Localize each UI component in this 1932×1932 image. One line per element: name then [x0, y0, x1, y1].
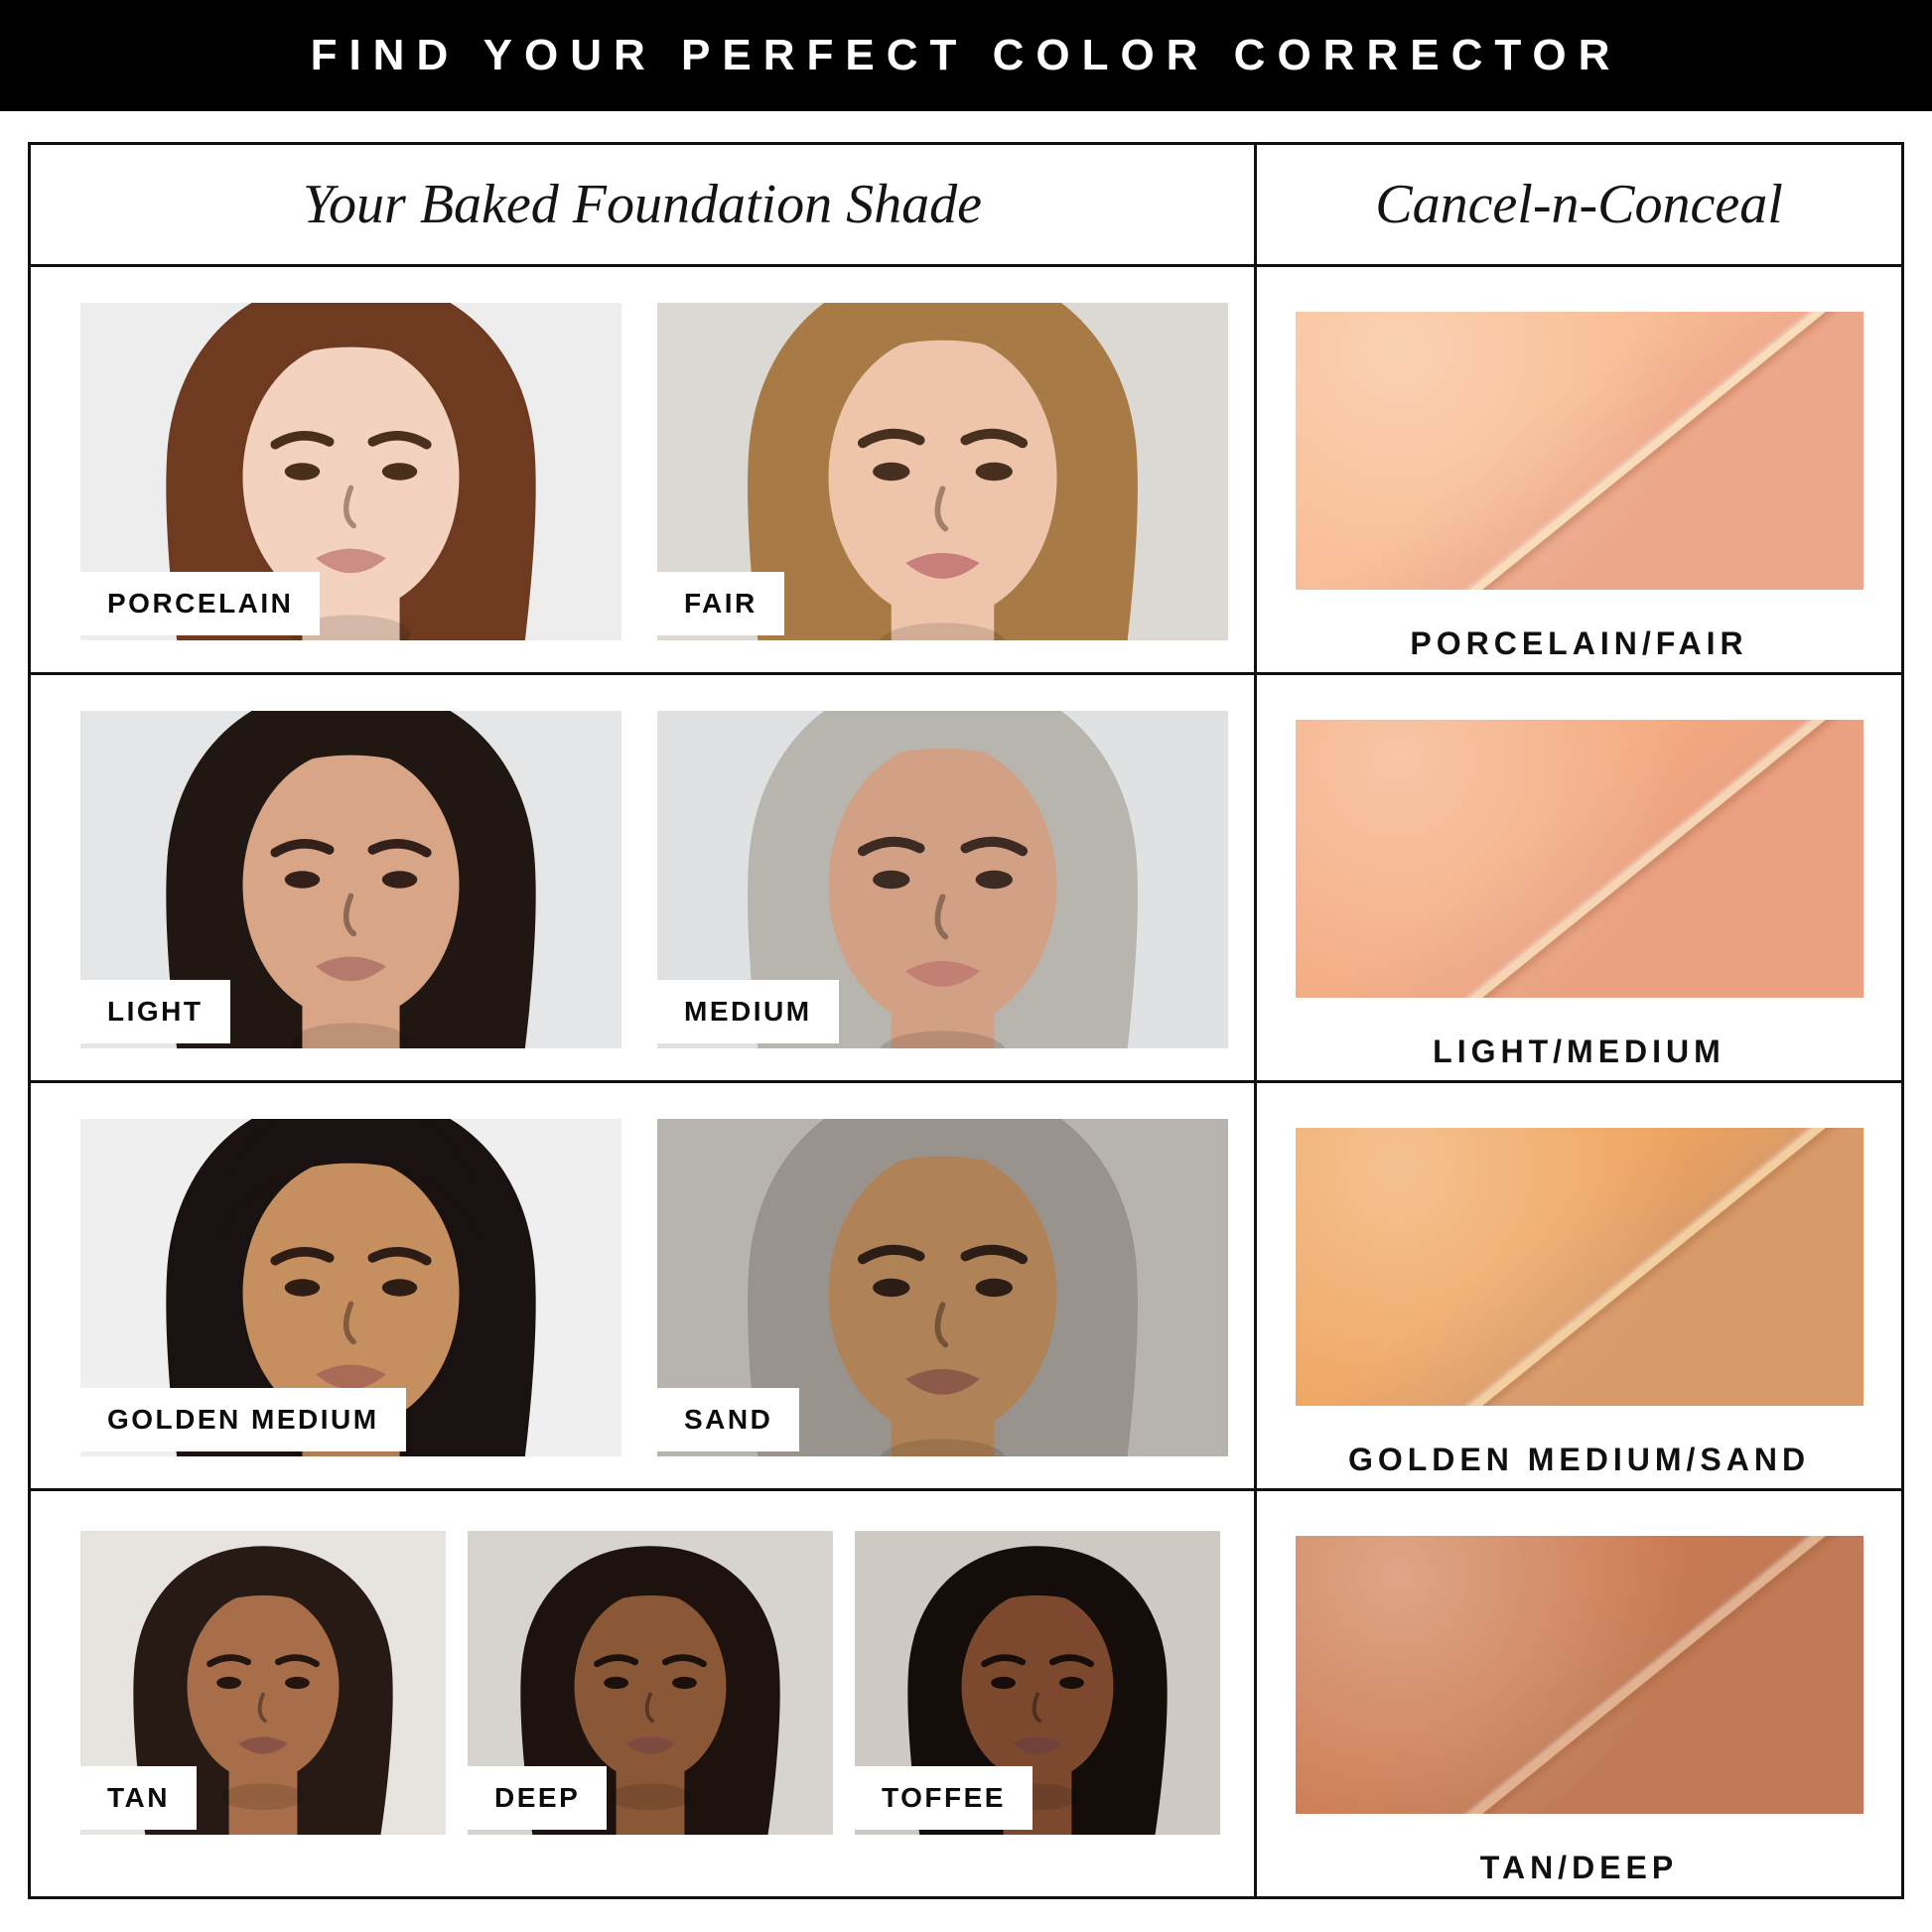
corrector-shade-label: PORCELAIN/FAIR — [1410, 625, 1748, 661]
foundation-cell: PORCELAIN FAIR — [31, 267, 1257, 672]
shade-label-chip: TAN — [80, 1766, 197, 1830]
shade-label-chip: FAIR — [657, 572, 784, 635]
corrector-cell: TAN/DEEP — [1257, 1491, 1901, 1896]
corrector-shade-label: GOLDEN MEDIUM/SAND — [1347, 1442, 1811, 1477]
shade-label-chip: GOLDEN MEDIUM — [80, 1388, 406, 1451]
model-photo-golden-medium: GOLDEN MEDIUM — [80, 1119, 621, 1456]
foundation-column-header: Your Baked Foundation Shade — [303, 174, 982, 235]
corrector-cell: GOLDEN MEDIUM/SAND — [1257, 1083, 1901, 1488]
corrector-shade-label: TAN/DEEP — [1479, 1850, 1679, 1885]
swatch-smear-line — [1402, 720, 1863, 998]
title-bar: FIND YOUR PERFECT COLOR CORRECTOR — [0, 0, 1932, 111]
photo-group: TAN DEEP TOFFEE — [31, 1491, 1254, 1835]
photo-group: GOLDEN MEDIUM SAND — [31, 1083, 1254, 1456]
shade-label-chip: DEEP — [468, 1766, 608, 1830]
corrector-swatch-tan-deep — [1295, 1536, 1863, 1814]
corrector-column-header: Cancel-n-Conceal — [1375, 174, 1783, 235]
corrector-shade-label: LIGHT/MEDIUM — [1433, 1034, 1725, 1069]
model-photo-toffee: TOFFEE — [855, 1531, 1220, 1835]
model-photo-medium: MEDIUM — [657, 711, 1228, 1048]
model-photo-deep: DEEP — [468, 1531, 833, 1835]
swatch-smear-line — [1402, 312, 1863, 590]
table-row-light-medium: LIGHT MEDIUM LIGHT/MEDIUM — [31, 672, 1901, 1080]
photo-group: PORCELAIN FAIR — [31, 267, 1254, 640]
shade-label-chip: TOFFEE — [855, 1766, 1033, 1830]
corrector-cell: PORCELAIN/FAIR — [1257, 267, 1901, 672]
foundation-cell: LIGHT MEDIUM — [31, 675, 1257, 1080]
table-row-porcelain-fair: PORCELAIN FAIR PORCELAIN/FAIR — [31, 264, 1901, 672]
shade-label-chip: MEDIUM — [657, 980, 839, 1043]
shade-label-chip: LIGHT — [80, 980, 230, 1043]
shade-label-chip: SAND — [657, 1388, 800, 1451]
foundation-cell: TAN DEEP TOFFEE — [31, 1491, 1257, 1896]
model-photo-porcelain: PORCELAIN — [80, 303, 621, 640]
model-photo-sand: SAND — [657, 1119, 1228, 1456]
table-row-goldenmedium-sand: GOLDEN MEDIUM SAND GOLDEN MEDIUM/SAND — [31, 1080, 1901, 1488]
corrector-cell: LIGHT/MEDIUM — [1257, 675, 1901, 1080]
table-row-tan-deep-toffee: TAN DEEP TOFFEE TAN/DEEP — [31, 1488, 1901, 1896]
swatch-smear-line — [1402, 1128, 1863, 1406]
photo-group: LIGHT MEDIUM — [31, 675, 1254, 1048]
shade-table: Your Baked Foundation Shade Cancel-n-Con… — [28, 142, 1904, 1899]
corrector-header-cell: Cancel-n-Conceal — [1257, 145, 1901, 264]
shade-label-chip: PORCELAIN — [80, 572, 321, 635]
page-title: FIND YOUR PERFECT COLOR CORRECTOR — [310, 31, 1622, 79]
foundation-header-cell: Your Baked Foundation Shade — [31, 145, 1257, 264]
corrector-swatch-porcelain-fair — [1295, 312, 1863, 590]
corrector-swatch-light-medium — [1295, 720, 1863, 998]
foundation-cell: GOLDEN MEDIUM SAND — [31, 1083, 1257, 1488]
model-photo-light: LIGHT — [80, 711, 621, 1048]
model-photo-fair: FAIR — [657, 303, 1228, 640]
swatch-smear-line — [1402, 1536, 1863, 1814]
table-header-row: Your Baked Foundation Shade Cancel-n-Con… — [31, 145, 1901, 264]
corrector-swatch-goldenmedium-sand — [1295, 1128, 1863, 1406]
model-photo-tan: TAN — [80, 1531, 446, 1835]
